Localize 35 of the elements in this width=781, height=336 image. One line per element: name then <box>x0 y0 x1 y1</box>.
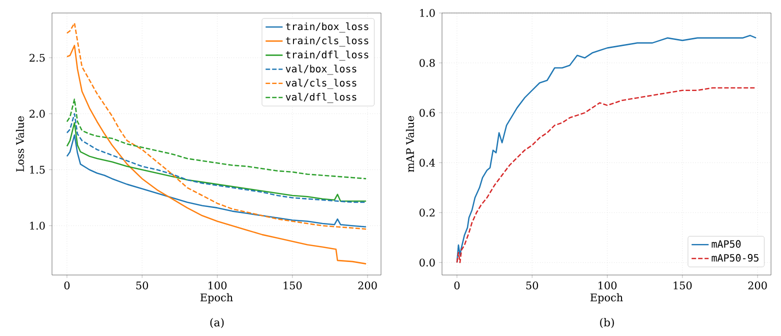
y-tick-label: 0.8 <box>420 58 435 67</box>
text: (b) <box>600 318 614 328</box>
x-tick-label: 50 <box>526 282 538 290</box>
x-tick-label: 0 <box>454 282 460 290</box>
legend-label: train/dfl_loss <box>286 50 368 61</box>
x-tick-label: 150 <box>284 282 302 290</box>
y-tick-label: 1.0 <box>420 9 435 17</box>
x-tick-label: 50 <box>136 282 148 290</box>
y-tick-label: 0.4 <box>420 158 435 167</box>
legend-label: val/dfl_loss <box>286 92 356 103</box>
legend-label: train/cls_loss <box>286 36 368 46</box>
y-tick-label: 1.5 <box>30 166 45 174</box>
y-tick-label: 2.5 <box>30 54 45 62</box>
x-tick-label: 100 <box>598 282 617 290</box>
y-tick-label: 1.0 <box>30 222 45 230</box>
y-axis-title: Loss Value <box>16 116 24 172</box>
x-tick-label: 200 <box>748 282 767 290</box>
legend-label: train/box_loss <box>286 22 368 32</box>
x-axis-title: Epoch <box>200 293 233 304</box>
x-tick-label: 150 <box>674 282 692 290</box>
y-tick-label: 0.2 <box>420 208 434 217</box>
x-tick-label: 100 <box>208 282 227 290</box>
legend-label: mAP50-95 <box>712 254 758 262</box>
y-axis-title: mAP Value <box>406 116 414 172</box>
x-tick-label: 0 <box>64 282 70 290</box>
y-tick-label: 0.6 <box>420 108 435 117</box>
legend-label: val/box_loss <box>286 64 356 75</box>
y-tick-label: 2.0 <box>30 110 45 118</box>
legend-label: mAP50 <box>712 240 741 248</box>
y-tick-label: 0.0 <box>420 258 435 266</box>
text: (a) <box>210 318 224 328</box>
x-axis-title: Epoch <box>590 293 623 304</box>
line-series <box>66 134 367 228</box>
legend-label: val/cls_loss <box>286 78 356 89</box>
x-tick-label: 200 <box>358 282 377 290</box>
